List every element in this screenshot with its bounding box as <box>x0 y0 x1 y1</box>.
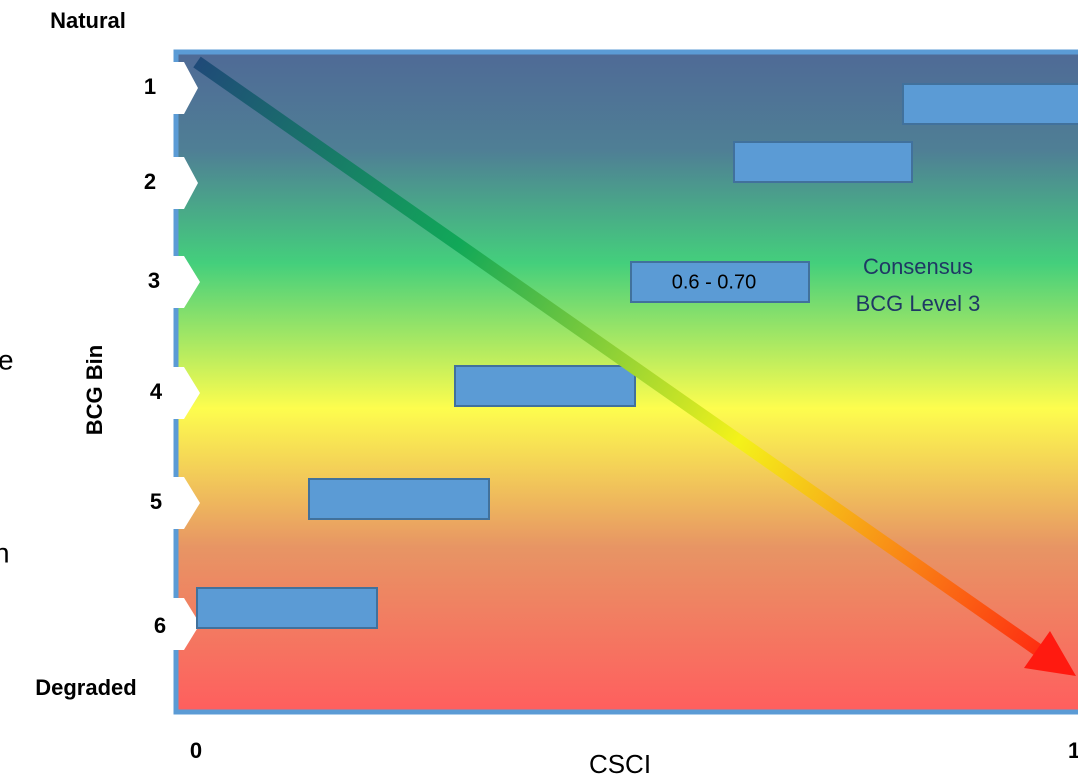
bin-label: 3 <box>148 268 160 293</box>
range-box <box>630 261 810 303</box>
bottom-label: Degraded <box>35 675 136 700</box>
bin-notches <box>168 62 200 650</box>
annotation: Consensus <box>863 254 973 279</box>
bin-label: 4 <box>150 379 163 404</box>
cropped-text: n <box>0 537 10 568</box>
range-box <box>733 141 913 183</box>
range-box <box>196 587 378 629</box>
x-axis-title: CSCI <box>589 749 651 779</box>
range-box <box>454 365 636 407</box>
arrow-head <box>1024 631 1076 676</box>
annotation: BCG Level 3 <box>856 291 981 316</box>
range-box <box>902 83 1078 125</box>
box-label: 0.6 - 0.70 <box>672 271 757 293</box>
trend-arrow <box>193 56 1042 656</box>
bin-label: 6 <box>154 613 166 638</box>
x-end-label: 1 <box>1068 738 1078 763</box>
bin-label: 1 <box>144 74 156 99</box>
x-start-label: 0 <box>190 738 202 763</box>
range-box <box>308 478 490 520</box>
bin-label: 2 <box>144 169 156 194</box>
bin-label: 5 <box>150 489 162 514</box>
y-axis-title: BCG Bin <box>82 345 107 435</box>
top-label: Natural <box>50 8 126 33</box>
cropped-text: e <box>0 344 14 375</box>
